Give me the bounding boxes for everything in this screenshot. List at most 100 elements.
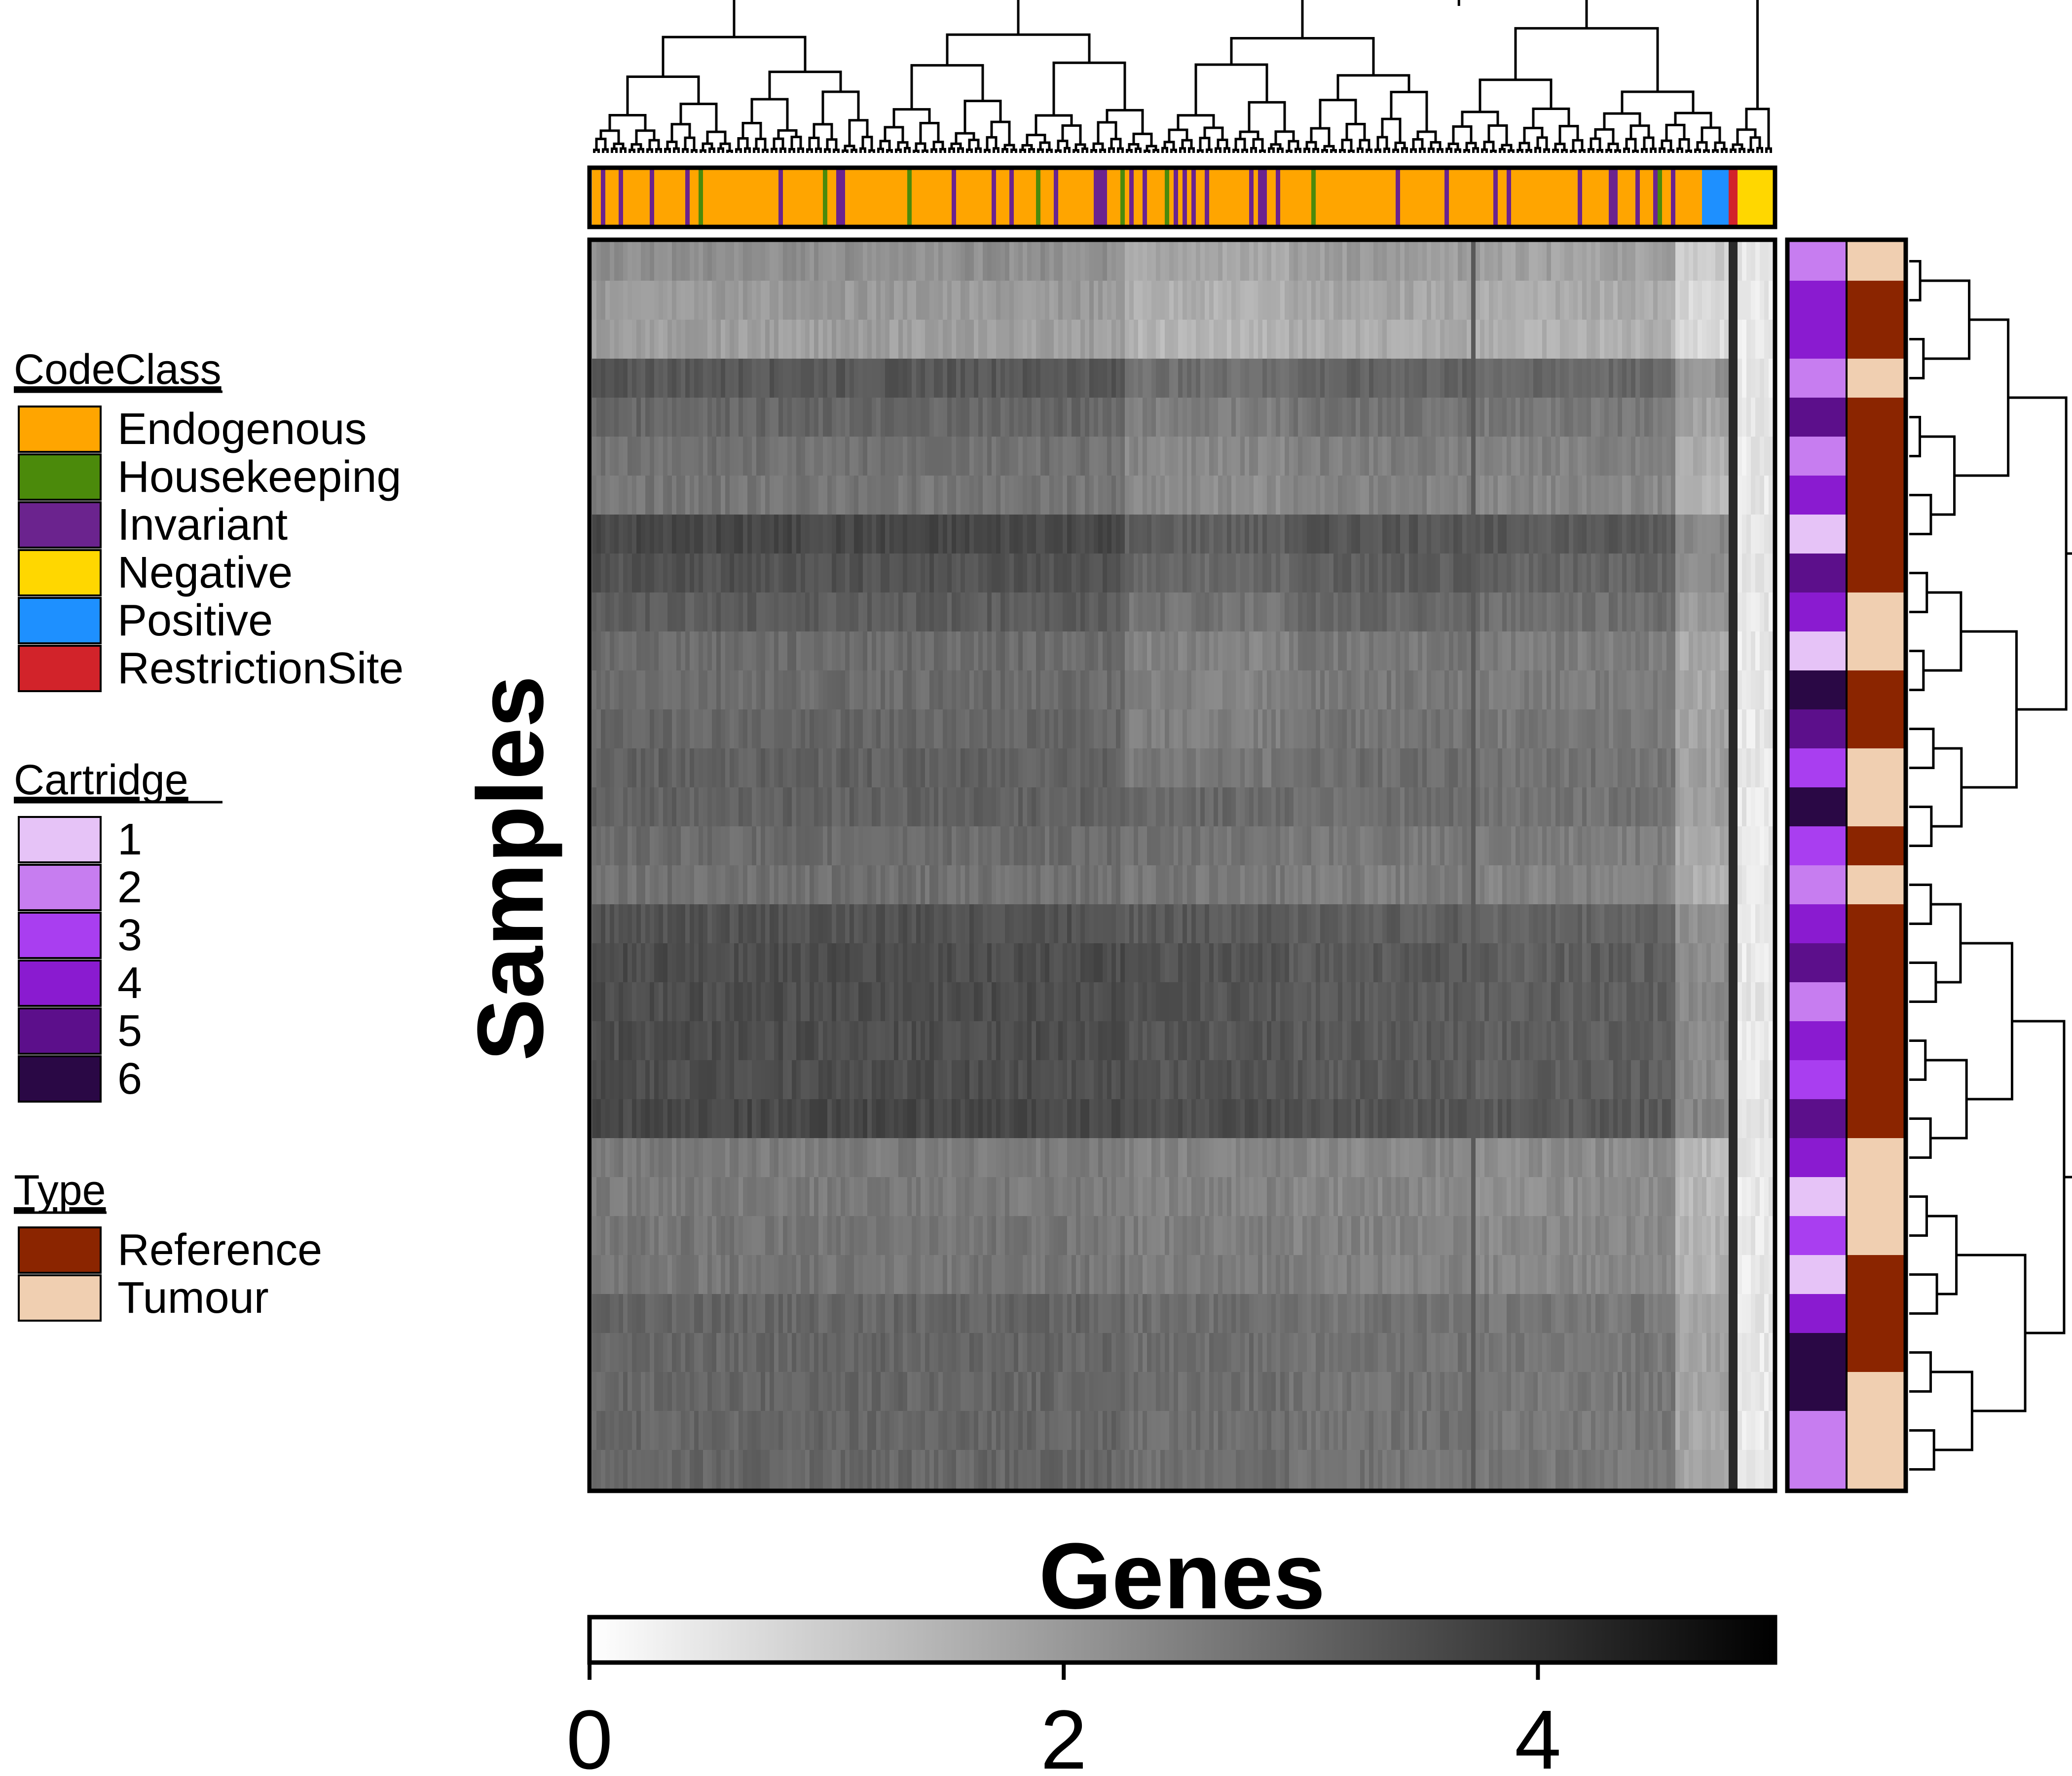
heatmap-cell xyxy=(1262,437,1267,476)
heatmap-cell xyxy=(983,476,988,515)
heatmap-cell xyxy=(1360,592,1365,632)
heatmap-cell xyxy=(947,515,952,554)
heatmap-cell xyxy=(645,670,650,710)
heatmap-cell xyxy=(650,554,655,593)
heatmap-cell xyxy=(1009,476,1014,515)
heatmap-cell xyxy=(1529,748,1534,788)
heatmap-cell xyxy=(1582,515,1587,554)
heatmap-cell xyxy=(1183,709,1187,749)
heatmap-cell xyxy=(1738,592,1742,632)
heatmap-cell xyxy=(1360,281,1365,320)
heatmap-cell xyxy=(854,359,859,398)
heatmap-cell xyxy=(1356,826,1361,866)
heatmap-cell xyxy=(1564,242,1569,281)
heatmap-cell xyxy=(654,242,659,281)
heatmap-cell xyxy=(1378,826,1383,866)
heatmap-cell xyxy=(1382,515,1387,554)
heatmap-cell xyxy=(1085,865,1090,905)
heatmap-cell xyxy=(610,515,615,554)
heatmap-cell xyxy=(1587,398,1591,437)
column-dendrogram-branch xyxy=(851,148,857,153)
heatmap-cell xyxy=(974,865,979,905)
heatmap-cell xyxy=(1680,515,1685,554)
heatmap-cell xyxy=(734,554,739,593)
heatmap-cell xyxy=(1613,709,1618,749)
heatmap-cell xyxy=(1009,826,1014,866)
heatmap-cell xyxy=(694,320,699,359)
heatmap-cell xyxy=(1418,398,1423,437)
heatmap-cell xyxy=(916,670,921,710)
codeclass-cell xyxy=(1258,170,1263,225)
heatmap-cell xyxy=(1444,787,1449,827)
heatmap-cell xyxy=(1635,476,1640,515)
codeclass-cell xyxy=(1125,170,1130,225)
heatmap-cell xyxy=(645,437,650,476)
heatmap-cell xyxy=(1613,787,1618,827)
heatmap-cell xyxy=(1769,631,1774,671)
heatmap-cell xyxy=(1036,631,1041,671)
heatmap-cell xyxy=(1595,709,1600,749)
heatmap-cell xyxy=(1467,709,1472,749)
heatmap-cell xyxy=(1547,398,1552,437)
heatmap-cell xyxy=(894,709,899,749)
heatmap-cell xyxy=(943,476,948,515)
heatmap-cell xyxy=(1191,787,1196,827)
heatmap-cell xyxy=(663,515,668,554)
heatmap-cell xyxy=(1267,398,1272,437)
heatmap-cell xyxy=(1169,359,1174,398)
heatmap-cell xyxy=(734,631,739,671)
heatmap-cell xyxy=(1484,787,1489,827)
heatmap-cell xyxy=(1147,670,1152,710)
heatmap-cell xyxy=(1400,592,1405,632)
heatmap-cell xyxy=(1542,709,1547,749)
codeclass-cell xyxy=(1054,170,1059,225)
column-dendrogram-branch xyxy=(733,0,1020,37)
heatmap-cell xyxy=(1418,515,1423,554)
column-dendrogram-branch xyxy=(1188,147,1195,153)
heatmap-cell xyxy=(605,826,610,866)
heatmap-cell xyxy=(1405,631,1409,671)
heatmap-cell xyxy=(1258,787,1263,827)
heatmap-cell xyxy=(974,670,979,710)
heatmap-cell xyxy=(667,670,672,710)
heatmap-cell xyxy=(1338,398,1343,437)
heatmap-cell xyxy=(1138,476,1143,515)
heatmap-cell xyxy=(1218,787,1223,827)
heatmap-cell xyxy=(1507,398,1512,437)
heatmap-cell xyxy=(1569,787,1574,827)
heatmap-cell xyxy=(699,865,703,905)
heatmap-cell xyxy=(614,592,619,632)
heatmap-cell xyxy=(1746,631,1751,671)
heatmap-cell xyxy=(1200,554,1205,593)
heatmap-cell xyxy=(912,592,917,632)
heatmap-cell xyxy=(814,670,819,710)
heatmap-cell xyxy=(1560,476,1565,515)
column-dendrogram-branch xyxy=(666,141,678,149)
heatmap-cell xyxy=(783,242,788,281)
heatmap-cell xyxy=(641,748,646,788)
heatmap-cell xyxy=(992,359,997,398)
heatmap-cell xyxy=(978,554,983,593)
heatmap-cell xyxy=(1036,865,1041,905)
heatmap-cell xyxy=(1422,359,1427,398)
heatmap-cell xyxy=(1294,320,1298,359)
heatmap-cell xyxy=(1507,631,1512,671)
heatmap-cell xyxy=(628,670,632,710)
heatmap-cell xyxy=(1618,242,1623,281)
heatmap-cell xyxy=(1662,476,1667,515)
heatmap-cell xyxy=(1666,320,1671,359)
heatmap-cell xyxy=(1569,826,1574,866)
heatmap-cell xyxy=(1387,242,1392,281)
heatmap-cell xyxy=(1520,242,1525,281)
heatmap-cell xyxy=(1236,320,1241,359)
heatmap-cell xyxy=(1103,670,1108,710)
heatmap-cell xyxy=(1493,826,1498,866)
heatmap-cell xyxy=(1258,865,1263,905)
heatmap-cell xyxy=(1209,281,1214,320)
heatmap-cell xyxy=(1689,631,1694,671)
heatmap-cell xyxy=(1072,592,1076,632)
heatmap-cell xyxy=(1507,242,1512,281)
heatmap-cell xyxy=(850,437,854,476)
heatmap-cell xyxy=(1067,476,1072,515)
codeclass-cell xyxy=(1307,170,1312,225)
